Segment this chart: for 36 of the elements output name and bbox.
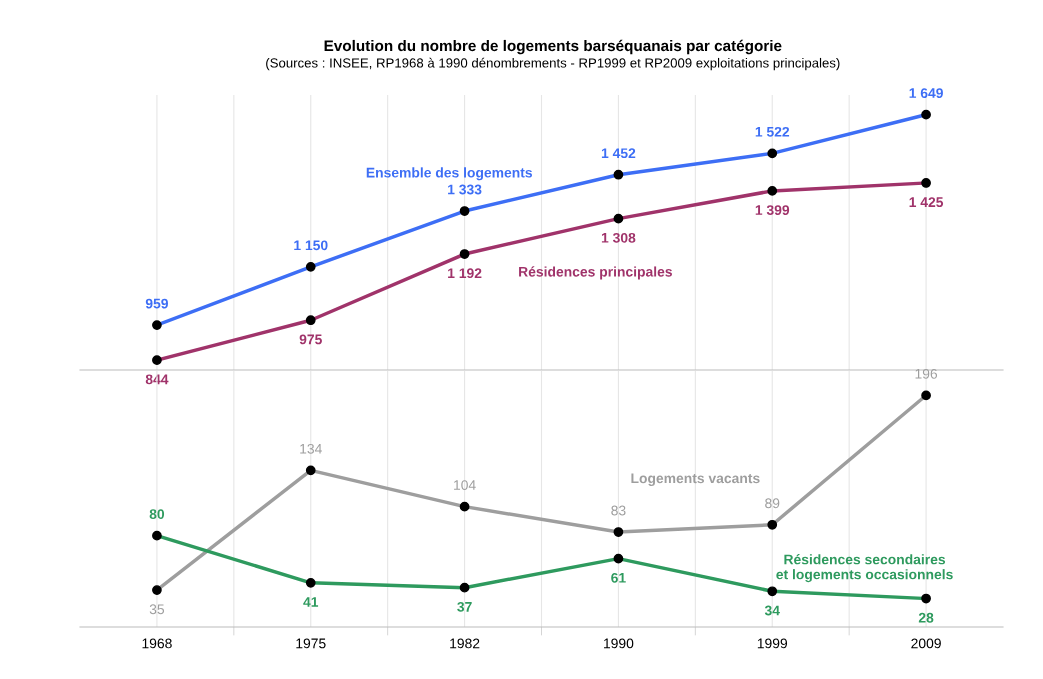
- data-label: 1 452: [601, 148, 636, 159]
- data-label: 61: [611, 572, 626, 583]
- chart-subtitle: (Sources : INSEE, RP1968 à 1990 dénombrements - RP1999 et RP2009 exploitations principales): [266, 57, 840, 71]
- x-tick-label: 1975: [296, 638, 326, 649]
- data-label: 89: [765, 498, 780, 509]
- x-tick-label: 1982: [450, 638, 480, 649]
- data-label: 1 333: [448, 184, 482, 195]
- data-label: 1 425: [909, 197, 944, 208]
- data-label: 1 192: [448, 268, 482, 279]
- text: Logements vacants: [631, 473, 760, 486]
- data-label: 37: [457, 601, 472, 612]
- data-label: 134: [300, 443, 322, 454]
- data-label: 104: [454, 480, 476, 491]
- series-label: Résidences principales: [519, 266, 672, 280]
- data-label: 844: [145, 374, 169, 385]
- data-label: 1 150: [294, 240, 328, 251]
- data-label: 35: [149, 604, 165, 615]
- data-label: 1 308: [601, 232, 636, 243]
- data-label: 975: [299, 334, 322, 345]
- data-label: 34: [764, 605, 780, 616]
- data-label: 1 649: [909, 88, 943, 99]
- x-tick-label: 1990: [604, 638, 634, 649]
- data-label: 28: [918, 612, 934, 623]
- data-label: 80: [149, 509, 165, 520]
- data-label: 1 399: [755, 205, 790, 216]
- data-label: 959: [145, 298, 168, 309]
- x-tick-label: 1968: [142, 638, 172, 649]
- series-label: Résidences secondaires et logements occasionnels: [776, 554, 953, 583]
- data-label: 1 522: [755, 126, 790, 137]
- data-label: 196: [915, 368, 938, 379]
- x-tick-label: 2009: [911, 638, 941, 649]
- data-label: 41: [303, 597, 319, 607]
- data-label: 83: [611, 505, 626, 516]
- x-tick-label: 1999: [757, 638, 788, 649]
- chart-title: Evolution du nombre de logements barséquanais par catégorie: [324, 39, 782, 55]
- series-label: Ensemble des logements: [366, 167, 532, 181]
